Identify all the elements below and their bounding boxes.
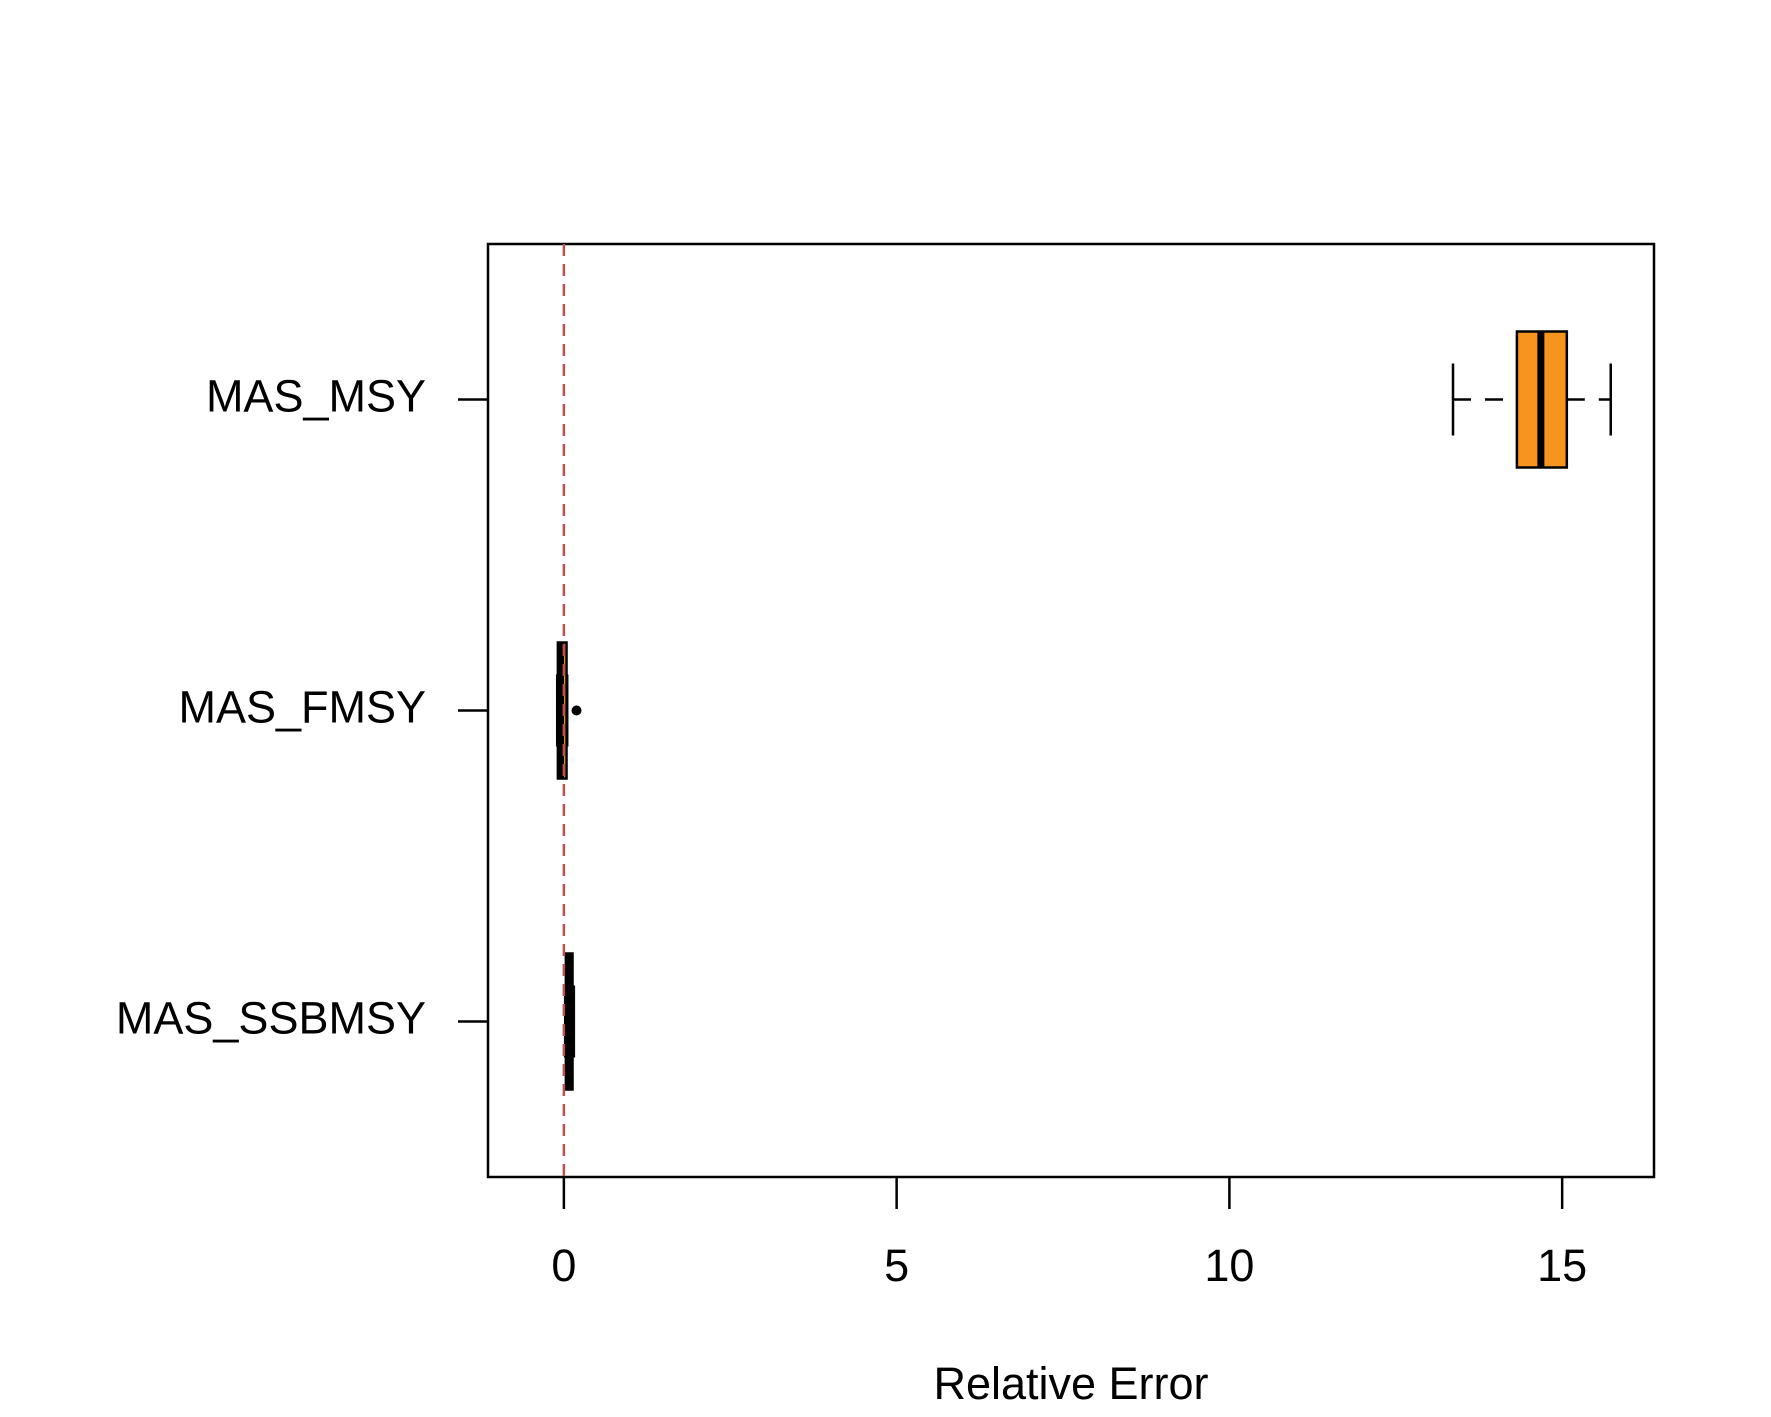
x-tick-label: 0 <box>551 1240 576 1291</box>
x-tick-label: 5 <box>884 1240 909 1291</box>
x-tick-label: 15 <box>1537 1240 1587 1291</box>
plot-frame <box>486 242 1656 1179</box>
y-tick-label: MAS_FMSY <box>178 681 426 732</box>
y-tick-label: MAS_SSBMSY <box>116 992 426 1043</box>
x-tick-label: 10 <box>1204 1240 1254 1291</box>
y-tick-label: MAS_MSY <box>206 370 426 421</box>
outlier <box>571 705 582 716</box>
x-axis-label: Relative Error <box>933 1358 1208 1409</box>
